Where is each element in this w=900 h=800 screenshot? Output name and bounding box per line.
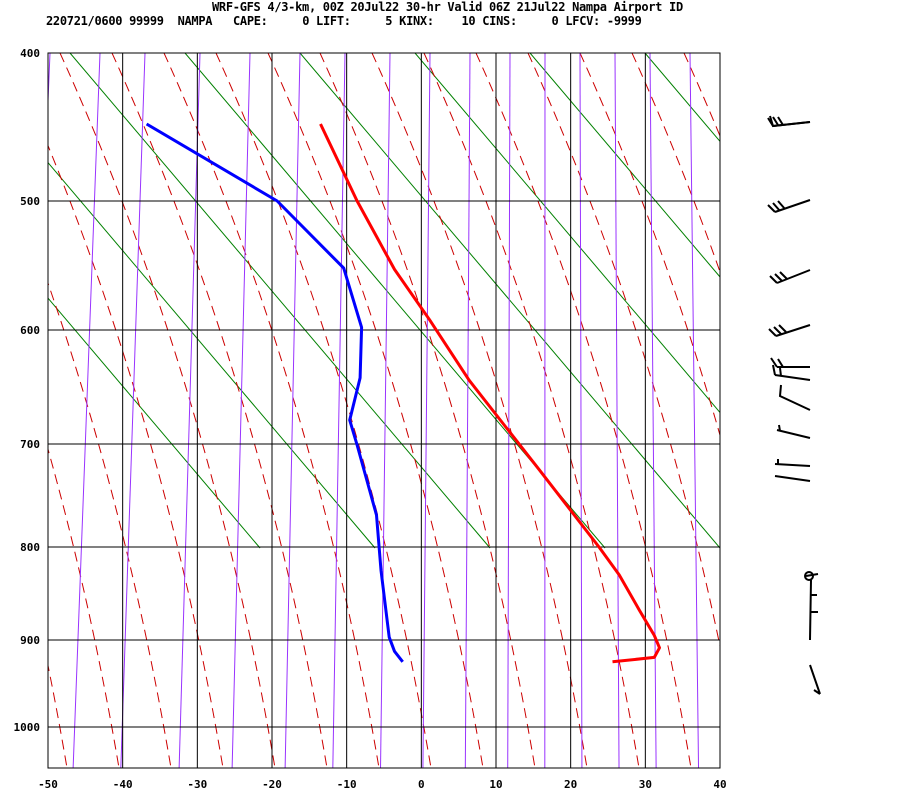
- series-layer: [145, 122, 661, 664]
- moist-adiabat-line: [215, 53, 432, 768]
- moist-adiabat-line: [475, 53, 692, 768]
- dry-adiabat-line: [529, 53, 720, 278]
- wind-barb: [767, 116, 811, 127]
- dry-adiabat-line: [644, 53, 720, 143]
- x-tick-label: 30: [639, 778, 652, 791]
- moist-adiabat-line: [319, 53, 536, 768]
- mixing-ratio-line: [649, 53, 657, 768]
- dry-adiabat-line: [414, 53, 720, 414]
- wind-barb: [767, 199, 811, 213]
- temperature-profile-line: [319, 123, 661, 664]
- wind-barbs: [767, 115, 821, 695]
- y-tick-label: 600: [20, 324, 40, 337]
- chart-title: WRF-GFS 4/3-km, 00Z 20Jul22 30-hr Valid …: [212, 0, 683, 14]
- dry-adiabat-line: [48, 161, 376, 549]
- y-tick-label: 900: [20, 634, 40, 647]
- y-tick-label: 400: [20, 47, 40, 60]
- moist-adiabat-line: [683, 53, 720, 138]
- mixing-ratio-line: [231, 53, 251, 768]
- mixing-ratio-line: [614, 53, 620, 768]
- wind-barb: [774, 459, 811, 467]
- calm-wind-circle: [804, 571, 814, 581]
- moist-adiabat-line: [579, 53, 720, 438]
- moist-adiabat-line: [371, 53, 588, 768]
- sounding-stats: 220721/0600 99999 NAMPA CAPE: 0 LIFT: 5 …: [46, 14, 642, 28]
- mixing-ratio-line: [284, 53, 301, 768]
- dry-adiabat-line: [760, 53, 900, 548]
- dewpoint-profile-line: [145, 122, 404, 663]
- x-tick-label: -20: [262, 778, 282, 791]
- y-tick-label: 700: [20, 438, 40, 451]
- mixing-ratio-line: [120, 53, 146, 768]
- x-tick-label: -40: [113, 778, 133, 791]
- y-axis-ticks: 400 500 600 700 800 900 1000: [14, 47, 41, 734]
- dry-adiabat-line: [299, 53, 720, 549]
- dry-adiabat-line: [48, 297, 261, 549]
- plot-frame: [47, 52, 721, 769]
- wind-barb: [772, 364, 811, 381]
- dry-adiabat-line: [69, 53, 491, 549]
- wind-barb: [776, 424, 811, 439]
- y-tick-label: 800: [20, 541, 40, 554]
- x-tick-label: 40: [713, 778, 726, 791]
- moist-adiabat-line: [267, 53, 484, 768]
- mixing-ratio-line: [507, 53, 511, 768]
- x-axis-ticks: -50 -40 -30 -20 -10 0 10 20 30 40: [38, 778, 727, 791]
- mixing-ratio-line: [72, 53, 101, 768]
- moist-adiabat-line: [423, 53, 640, 768]
- wind-barb: [770, 357, 810, 368]
- background-lines: [0, 53, 900, 768]
- mixing-ratio-line: [48, 53, 51, 113]
- wind-barb: [778, 384, 811, 411]
- moist-adiabat-line: [111, 53, 328, 768]
- mixing-ratio-line: [689, 53, 700, 768]
- x-tick-label: 20: [564, 778, 577, 791]
- mixing-ratio-line: [579, 53, 583, 768]
- wind-barb: [768, 324, 811, 337]
- x-tick-label: -50: [38, 778, 58, 791]
- wind-barb: [805, 573, 819, 641]
- wind-barb: [769, 269, 811, 284]
- moist-adiabat-line: [0, 53, 15, 768]
- moist-adiabat-line: [736, 53, 900, 768]
- mixing-ratio-line: [380, 53, 391, 768]
- x-tick-label: 10: [489, 778, 502, 791]
- moist-adiabat-line: [48, 144, 224, 768]
- x-tick-label: -10: [337, 778, 357, 791]
- mixing-ratio-line: [464, 53, 471, 768]
- y-tick-label: 1000: [14, 721, 41, 734]
- moist-adiabat-line: [59, 53, 276, 768]
- moist-adiabat-line: [48, 281, 172, 768]
- mixing-ratio-line: [422, 53, 431, 768]
- mixing-ratio-line: [178, 53, 201, 768]
- moist-adiabat-line: [163, 53, 380, 768]
- moist-adiabat-line: [48, 447, 120, 768]
- wind-barb: [774, 475, 811, 482]
- moist-adiabat-line: [527, 53, 720, 649]
- x-tick-label: -30: [187, 778, 207, 791]
- wind-barb: [809, 664, 821, 695]
- x-tick-label: 0: [418, 778, 425, 791]
- y-tick-label: 500: [20, 195, 40, 208]
- moist-adiabat-line: [631, 53, 720, 274]
- moist-adiabat-line: [48, 663, 68, 768]
